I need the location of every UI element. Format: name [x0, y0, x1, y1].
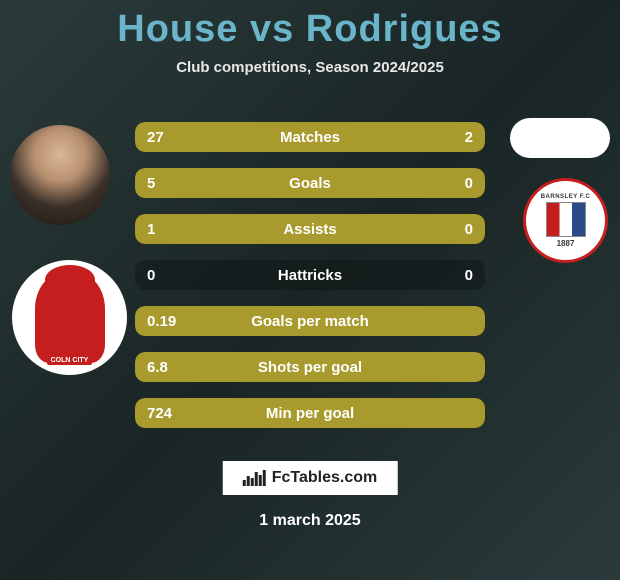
bar-fill-left [135, 122, 408, 152]
stat-label: Hattricks [278, 267, 342, 284]
brand-badge: FcTables.com [223, 461, 398, 495]
club1-label: COLN CITY [47, 356, 93, 365]
stat-value-right: 0 [465, 175, 473, 192]
stat-row: 0.19 Goals per match [135, 306, 485, 336]
brand-text: FcTables.com [272, 469, 378, 487]
stat-row: 724 Min per goal [135, 398, 485, 428]
club2-name: BARNSLEY F.C [541, 194, 591, 200]
stats-bars: 27 Matches 2 5 Goals 0 1 Assists 0 0 Hattricks 0 0.1… [135, 122, 485, 444]
player2-avatar [510, 118, 610, 158]
stat-label: Shots per goal [258, 359, 362, 376]
stat-row: 27 Matches 2 [135, 122, 485, 152]
stat-value-left: 0 [147, 267, 155, 284]
stat-label: Goals [289, 175, 331, 192]
page-title: House vs Rodrigues [0, 0, 620, 51]
stat-value-right: 0 [465, 221, 473, 238]
club2-badge: BARNSLEY F.C 1887 [523, 178, 608, 263]
stat-value-left: 6.8 [147, 359, 168, 376]
stat-value-left: 5 [147, 175, 155, 192]
stat-row: 0 Hattricks 0 [135, 260, 485, 290]
subtitle: Club competitions, Season 2024/2025 [0, 59, 620, 76]
bar-fill-right [408, 122, 485, 152]
player1-avatar [10, 125, 110, 225]
stat-label: Goals per match [251, 313, 369, 330]
stat-value-right: 0 [465, 267, 473, 284]
chart-icon [243, 470, 266, 486]
club2-logo-icon [546, 202, 586, 237]
club2-year: 1887 [557, 239, 575, 248]
stat-value-right: 2 [465, 129, 473, 146]
club1-badge: COLN CITY [12, 260, 127, 375]
stat-value-left: 724 [147, 405, 172, 422]
stat-value-left: 1 [147, 221, 155, 238]
stat-label: Matches [280, 129, 340, 146]
date-text: 1 march 2025 [259, 512, 360, 530]
club1-logo-icon [35, 273, 105, 363]
stat-value-left: 0.19 [147, 313, 176, 330]
stat-label: Assists [283, 221, 336, 238]
stat-value-left: 27 [147, 129, 164, 146]
stat-row: 6.8 Shots per goal [135, 352, 485, 382]
stat-label: Min per goal [266, 405, 354, 422]
stat-row: 1 Assists 0 [135, 214, 485, 244]
stat-row: 5 Goals 0 [135, 168, 485, 198]
